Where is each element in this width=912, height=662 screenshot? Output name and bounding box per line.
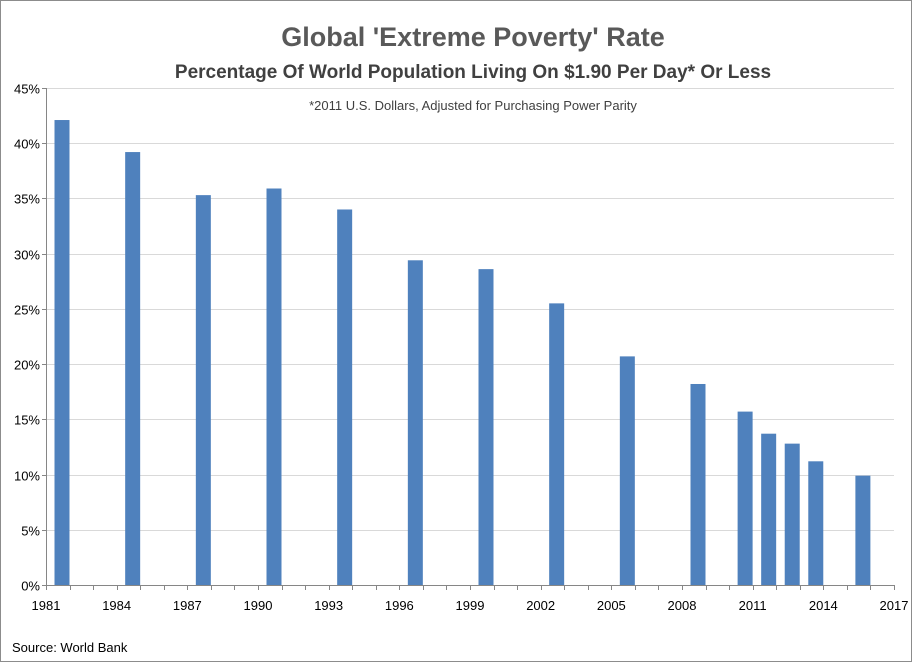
bar-1987 xyxy=(195,195,211,585)
bar-2010 xyxy=(737,411,753,585)
bar-2012 xyxy=(784,443,800,585)
bar-1993 xyxy=(337,209,353,585)
source-note: Source: World Bank xyxy=(12,640,128,655)
y-tick-label: 15% xyxy=(14,413,40,428)
y-axis-tick-labels: 0% 5% 10% 15% 20% 25% 30% 35% 40% 45% xyxy=(14,82,40,594)
x-tick-label: 1996 xyxy=(385,598,414,613)
bar-2005 xyxy=(619,356,635,585)
y-tick-label: 10% xyxy=(14,469,40,484)
x-tick-label: 1990 xyxy=(244,598,273,613)
bars xyxy=(54,120,871,585)
bar-2002 xyxy=(549,303,565,585)
axes xyxy=(42,88,895,590)
y-tick-label: 5% xyxy=(21,524,40,539)
bar-2011 xyxy=(761,433,777,585)
bar-2013 xyxy=(808,461,824,585)
x-tick-label: 2011 xyxy=(739,598,767,613)
x-axis-tick-labels: 1981 1984 1987 1990 1993 1996 1999 2002 2005 2008… xyxy=(32,598,909,613)
x-tick-label: 1993 xyxy=(314,598,343,613)
x-tick-label: 1987 xyxy=(173,598,202,613)
y-tick-label: 30% xyxy=(14,248,40,263)
x-tick-label: 1981 xyxy=(32,598,61,613)
x-tick-label: 1999 xyxy=(456,598,485,613)
bar-2008 xyxy=(690,383,706,585)
chart-footnote: *2011 U.S. Dollars, Adjusted for Purchas… xyxy=(309,98,637,113)
y-tick-label: 45% xyxy=(14,82,40,97)
y-tick-label: 40% xyxy=(14,137,40,152)
bar-1999 xyxy=(478,269,494,585)
bar-1981 xyxy=(54,120,70,585)
bar-2015 xyxy=(855,475,871,585)
x-tick-label: 1984 xyxy=(102,598,131,613)
bar-1984 xyxy=(125,152,141,585)
bar-1990 xyxy=(266,188,282,585)
gridlines xyxy=(46,88,894,531)
y-tick-label: 25% xyxy=(14,303,40,318)
x-tick-label: 2017 xyxy=(880,598,909,613)
x-tick-label: 2008 xyxy=(668,598,697,613)
x-tick-label: 2002 xyxy=(526,598,555,613)
bar-1996 xyxy=(407,260,423,585)
y-tick-label: 35% xyxy=(14,192,40,207)
chart-title: Global 'Extreme Poverty' Rate xyxy=(281,22,664,52)
chart-subtitle: Percentage Of World Population Living On… xyxy=(175,62,771,83)
x-tick-label: 2005 xyxy=(597,598,626,613)
y-tick-label: 20% xyxy=(14,358,40,373)
x-tick-label: 2014 xyxy=(809,598,838,613)
y-tick-label: 0% xyxy=(21,579,40,594)
